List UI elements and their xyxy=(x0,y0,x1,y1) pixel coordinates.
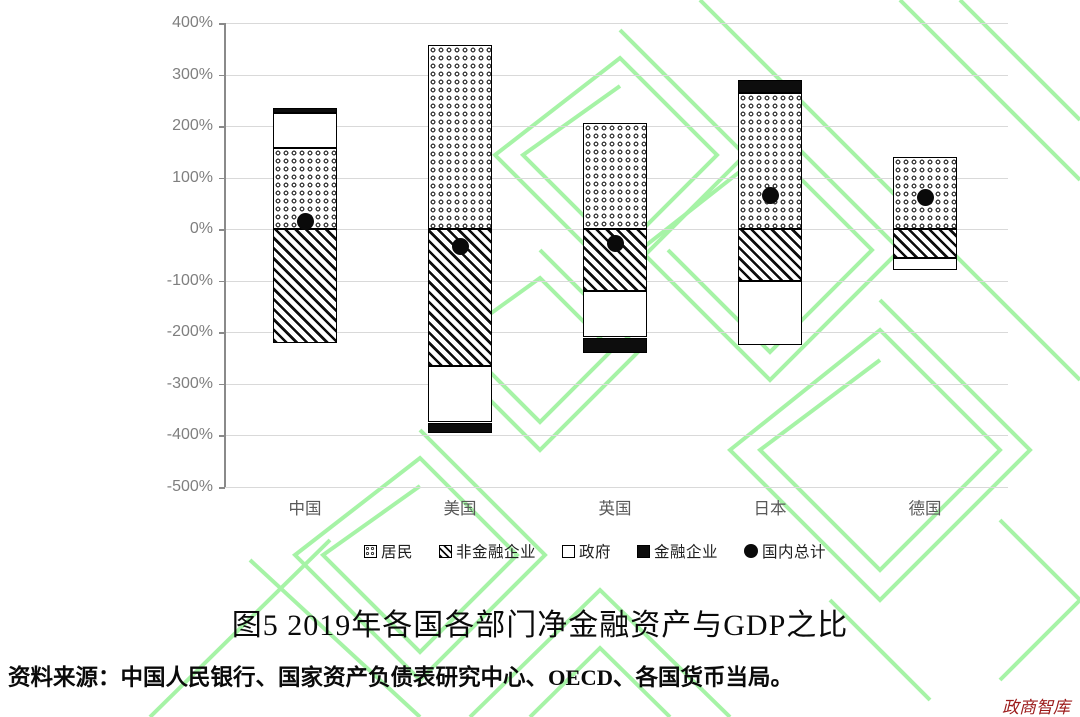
y-tick-label: 0% xyxy=(189,220,213,238)
bar-segment xyxy=(583,291,647,338)
y-tick-label: 400% xyxy=(172,14,213,31)
bar-segment xyxy=(893,257,957,271)
legend-label: 居民 xyxy=(380,544,413,561)
y-tick-label: -100% xyxy=(166,271,213,289)
bar-segment xyxy=(428,422,492,433)
legend-label: 政府 xyxy=(578,544,611,561)
x-category-label: 中国 xyxy=(288,500,322,518)
total-dot xyxy=(451,237,469,255)
y-axis-tick xyxy=(219,229,225,231)
y-axis-tick xyxy=(219,280,225,283)
grid-line xyxy=(225,383,1008,385)
bar-segment xyxy=(583,337,647,353)
y-tick-label: 100% xyxy=(172,168,213,186)
bar-segment xyxy=(738,280,802,346)
bar-segment xyxy=(428,44,492,230)
y-tick-label: -500% xyxy=(166,478,213,495)
y-axis-tick xyxy=(219,383,225,386)
y-axis-line xyxy=(224,23,226,487)
bar-segment xyxy=(273,229,337,343)
bar-segment xyxy=(583,122,647,230)
legend-marker-icon xyxy=(637,544,650,558)
legend-marker-icon xyxy=(744,544,759,558)
legend-item: 金融企业 xyxy=(637,540,718,562)
y-axis-tick xyxy=(219,487,225,489)
x-category-label: 德国 xyxy=(908,500,942,518)
grid-line xyxy=(225,23,1008,24)
y-axis-tick xyxy=(219,23,225,25)
bar-segment xyxy=(738,229,802,281)
grid-line xyxy=(225,74,1008,76)
figure-title: 图5 2019年各国各部门净金融资产与GDP之比 xyxy=(231,609,849,642)
x-category-label: 美国 xyxy=(443,500,477,518)
total-dot xyxy=(761,187,779,205)
y-tick-label: 300% xyxy=(172,65,213,83)
bar-segment xyxy=(738,92,802,230)
legend-marker-icon xyxy=(438,544,452,558)
legend-item: 政府 xyxy=(561,540,611,562)
legend-item: 非金融企业 xyxy=(438,540,536,562)
grid-line xyxy=(225,487,1008,488)
y-tick-label: 200% xyxy=(172,117,213,135)
y-axis-tick xyxy=(219,332,225,334)
legend-label: 国内总计 xyxy=(762,544,827,561)
grid-line xyxy=(225,435,1008,437)
total-dot xyxy=(296,213,314,230)
legend-item: 居民 xyxy=(363,540,413,562)
bar-segment xyxy=(273,113,337,148)
y-tick-label: -300% xyxy=(166,374,213,392)
bar-segment xyxy=(583,229,647,292)
y-axis-tick xyxy=(219,74,225,77)
legend-item: 国内总计 xyxy=(744,540,826,562)
bar-segment xyxy=(273,108,337,114)
legend: 居民 非金融企业 政府 金融企业 国内总计 xyxy=(155,540,1035,562)
y-axis-tick xyxy=(219,177,225,180)
y-axis-tick xyxy=(219,435,225,437)
bar-segment xyxy=(428,365,492,423)
legend-marker-icon xyxy=(363,544,377,558)
x-category-label: 日本 xyxy=(753,500,787,518)
source-note: 资料来源：中国人民银行、国家资产负债表研究中心、OECD、各国货币当局。 xyxy=(8,665,794,690)
bar-segment xyxy=(893,229,957,258)
y-tick-label: -400% xyxy=(166,426,213,444)
y-tick-label: -200% xyxy=(166,323,213,341)
y-axis-tick xyxy=(219,126,225,128)
x-category-label: 英国 xyxy=(598,500,632,518)
legend-label: 非金融企业 xyxy=(455,544,536,561)
brand-watermark: 政商智库 xyxy=(1002,698,1070,717)
legend-marker-icon xyxy=(561,544,575,558)
legend-label: 金融企业 xyxy=(654,544,719,561)
total-dot xyxy=(916,188,934,206)
total-dot xyxy=(606,235,624,253)
bar-segment xyxy=(738,79,802,93)
